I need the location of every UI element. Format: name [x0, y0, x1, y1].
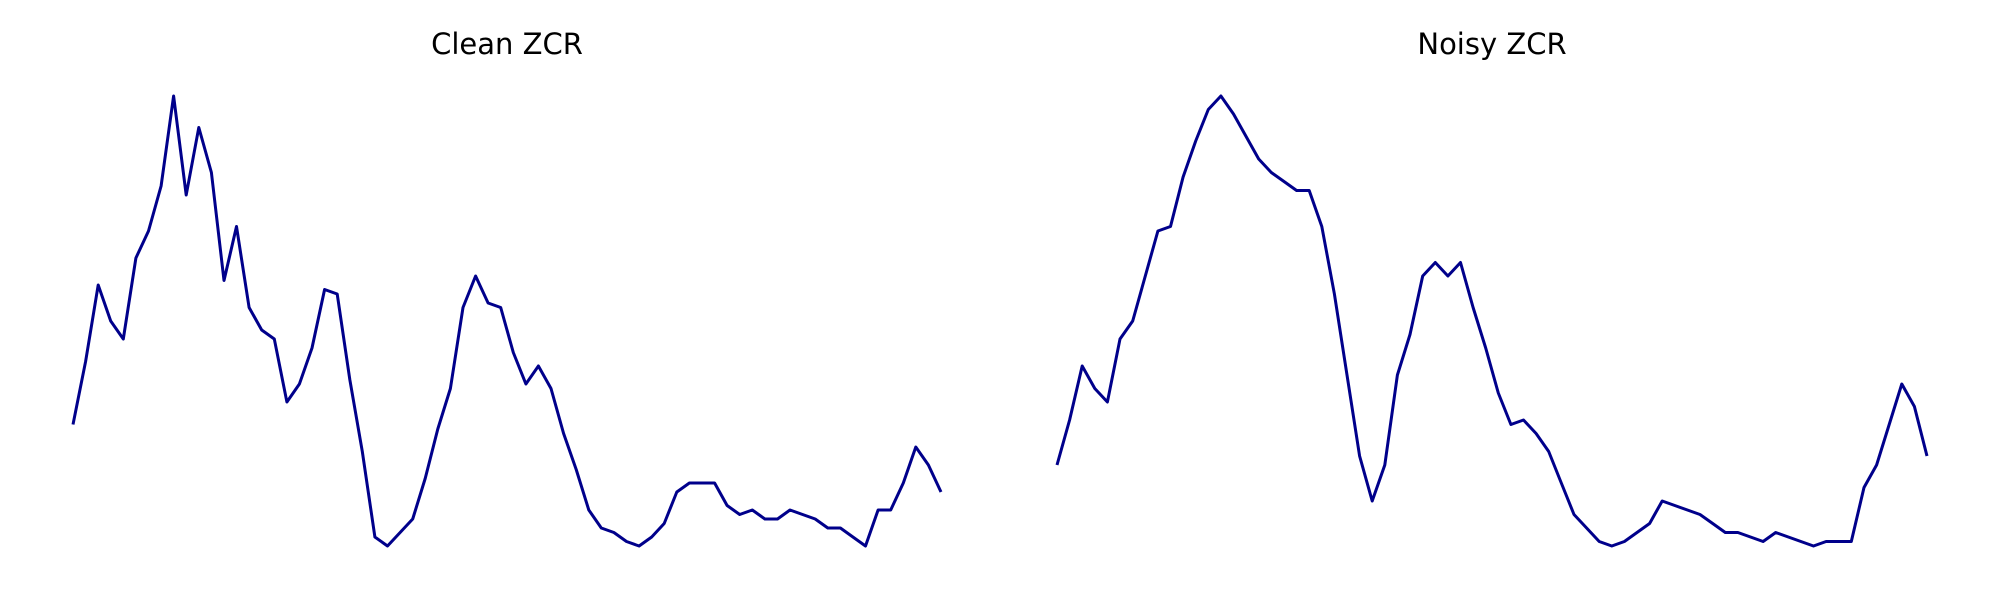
- chart-title: Noisy ZCR: [1417, 27, 1566, 61]
- line: [1055, 94, 1929, 548]
- chart-title: Clean ZCR: [431, 27, 583, 61]
- line: [71, 94, 943, 548]
